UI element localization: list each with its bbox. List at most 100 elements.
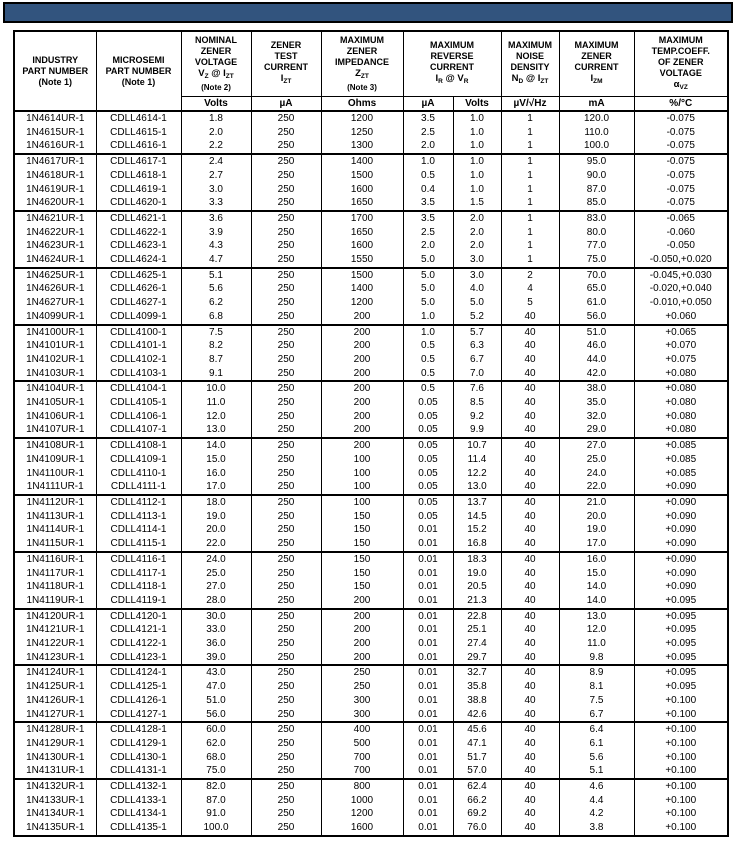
cell-zener-test-current: 250 xyxy=(250,466,322,481)
cell-reverse-voltage-volts: 51.7 xyxy=(452,750,502,765)
header-line: (Note 1) xyxy=(38,76,73,87)
cell-reverse-current-ua: 3.5 xyxy=(402,110,454,126)
table-row: 1N4104UR-1 CDLL4104-1 10.0 250 200 0.5 7.6 40 38… xyxy=(13,380,729,397)
cell-nominal-zener-voltage: 19.0 xyxy=(180,509,252,524)
cell-microsemi-part-number: CDLL4099-1 xyxy=(95,309,182,325)
cell-max-zener-current: 90.0 xyxy=(558,168,635,183)
cell-max-zener-current: 6.4 xyxy=(558,721,635,737)
cell-nominal-zener-voltage: 87.0 xyxy=(180,793,252,808)
symbol-text: α xyxy=(673,78,680,90)
cell-microsemi-part-number: CDLL4615-1 xyxy=(95,125,182,140)
cell-max-zener-impedance: 150 xyxy=(320,550,404,567)
cell-noise-density: 40 xyxy=(500,580,560,594)
cell-nominal-zener-voltage: 1.8 xyxy=(180,110,252,126)
table-body: 1N4614UR-1 CDLL4614-1 1.8 250 1200 3.5 1.0 1 120… xyxy=(13,110,729,836)
cell-max-zener-impedance: 200 xyxy=(320,380,404,397)
cell-max-zener-current: 65.0 xyxy=(558,282,635,297)
cell-reverse-current-ua: 0.01 xyxy=(402,680,454,694)
cell-industry-part-number: 1N4623UR-1 xyxy=(13,239,97,254)
cell-max-zener-impedance: 300 xyxy=(320,693,404,708)
cell-reverse-current-ua: 0.01 xyxy=(402,637,454,651)
cell-reverse-current-ua: 0.01 xyxy=(402,580,454,594)
table-row: 1N4119UR-1 CDLL4119-1 28.0 250 200 0.01 21.3 40… xyxy=(13,593,729,609)
cell-zener-test-current: 250 xyxy=(250,168,322,183)
symbol-subscript: ZM xyxy=(593,78,603,85)
unit-nominal-zener-voltage: Volts xyxy=(180,96,252,112)
cell-zener-test-current: 250 xyxy=(250,282,322,297)
cell-industry-part-number: 1N4618UR-1 xyxy=(13,168,97,183)
cell-noise-density: 40 xyxy=(500,778,560,794)
cell-max-zener-impedance: 200 xyxy=(320,637,404,651)
header-note: (Note 2) xyxy=(201,83,231,92)
cell-max-zener-current: 12.0 xyxy=(558,623,635,638)
header-line: ZENER xyxy=(581,51,612,61)
cell-noise-density: 1 xyxy=(500,182,560,197)
cell-temp-coeff: +0.085 xyxy=(633,452,729,467)
header-industry-part-number: INDUSTRY PART NUMBER (Note 1) xyxy=(13,30,97,112)
cell-nominal-zener-voltage: 12.0 xyxy=(180,409,252,424)
cell-nominal-zener-voltage: 3.0 xyxy=(180,182,252,197)
cell-reverse-current-ua: 0.05 xyxy=(402,480,454,495)
cell-noise-density: 40 xyxy=(500,494,560,510)
cell-noise-density: 40 xyxy=(500,352,560,367)
cell-max-zener-current: 70.0 xyxy=(558,266,635,283)
cell-reverse-current-ua: 0.5 xyxy=(402,366,454,382)
cell-industry-part-number: 1N4100UR-1 xyxy=(13,323,97,340)
table-row: 1N4135UR-1 CDLL4135-1 100.0 250 1600 0.01 76.0… xyxy=(13,821,729,836)
cell-noise-density: 40 xyxy=(500,523,560,538)
table-row: 1N4621UR-1 CDLL4621-1 3.6 250 1700 3.5 2.0 1 83.… xyxy=(13,209,729,226)
cell-reverse-voltage-volts: 2.0 xyxy=(452,209,502,226)
cell-noise-density: 40 xyxy=(500,637,560,651)
cell-zener-test-current: 250 xyxy=(250,680,322,694)
table-row: 1N4124UR-1 CDLL4124-1 43.0 250 250 0.01 32.7 40… xyxy=(13,664,729,681)
cell-noise-density: 40 xyxy=(500,623,560,638)
cell-reverse-voltage-volts: 16.8 xyxy=(452,537,502,552)
cell-nominal-zener-voltage: 33.0 xyxy=(180,623,252,638)
cell-microsemi-part-number: CDLL4106-1 xyxy=(95,409,182,424)
cell-microsemi-part-number: CDLL4614-1 xyxy=(95,110,182,126)
cell-temp-coeff: +0.060 xyxy=(633,309,729,325)
cell-noise-density: 1 xyxy=(500,225,560,240)
cell-nominal-zener-voltage: 8.2 xyxy=(180,339,252,353)
cell-max-zener-current: 75.0 xyxy=(558,253,635,268)
symbol-subscript: R xyxy=(463,78,469,85)
cell-industry-part-number: 1N4129UR-1 xyxy=(13,736,97,751)
table-row: 1N4131UR-1 CDLL4131-1 75.0 250 700 0.01 57.0 40… xyxy=(13,764,729,780)
table-row: 1N4121UR-1 CDLL4121-1 33.0 250 200 0.01 25.1 40… xyxy=(13,623,729,638)
cell-nominal-zener-voltage: 15.0 xyxy=(180,452,252,467)
symbol-text: @ I xyxy=(523,73,541,84)
cell-reverse-current-ua: 0.01 xyxy=(402,764,454,780)
table-row: 1N4122UR-1 CDLL4122-1 36.0 250 200 0.01 27.4 40… xyxy=(13,637,729,651)
header-line: MAXIMUM xyxy=(574,40,619,50)
cell-max-zener-impedance: 200 xyxy=(320,323,404,340)
cell-max-zener-impedance: 200 xyxy=(320,396,404,410)
cell-reverse-current-ua: 0.01 xyxy=(402,750,454,765)
cell-zener-test-current: 250 xyxy=(250,593,322,609)
cell-nominal-zener-voltage: 9.1 xyxy=(180,366,252,382)
cell-nominal-zener-voltage: 25.0 xyxy=(180,566,252,581)
cell-microsemi-part-number: CDLL4627-1 xyxy=(95,296,182,310)
cell-max-zener-current: 61.0 xyxy=(558,296,635,310)
unit-zener-test-current: µA xyxy=(250,96,322,112)
cell-microsemi-part-number: CDLL4125-1 xyxy=(95,680,182,694)
cell-max-zener-impedance: 200 xyxy=(320,423,404,439)
cell-reverse-current-ua: 0.05 xyxy=(402,466,454,481)
cell-zener-test-current: 250 xyxy=(250,537,322,552)
cell-reverse-voltage-volts: 38.8 xyxy=(452,693,502,708)
cell-max-zener-current: 21.0 xyxy=(558,494,635,510)
cell-max-zener-impedance: 200 xyxy=(320,339,404,353)
cell-zener-test-current: 250 xyxy=(250,437,322,453)
cell-reverse-current-ua: 0.01 xyxy=(402,650,454,666)
cell-max-zener-impedance: 100 xyxy=(320,480,404,495)
cell-microsemi-part-number: CDLL4100-1 xyxy=(95,323,182,340)
table-row: 1N4102UR-1 CDLL4102-1 8.7 250 200 0.5 6.7 40 44.… xyxy=(13,352,729,367)
table-row: 1N4110UR-1 CDLL4110-1 16.0 250 100 0.05 12.2 40… xyxy=(13,466,729,481)
cell-zener-test-current: 250 xyxy=(250,239,322,254)
cell-industry-part-number: 1N4114UR-1 xyxy=(13,523,97,538)
header-line: PART NUMBER xyxy=(22,65,89,76)
header-line: CURRENT xyxy=(264,62,308,72)
cell-reverse-voltage-volts: 2.0 xyxy=(452,225,502,240)
header-line: ZENER xyxy=(346,46,378,56)
cell-noise-density: 40 xyxy=(500,409,560,424)
cell-max-zener-impedance: 150 xyxy=(320,566,404,581)
